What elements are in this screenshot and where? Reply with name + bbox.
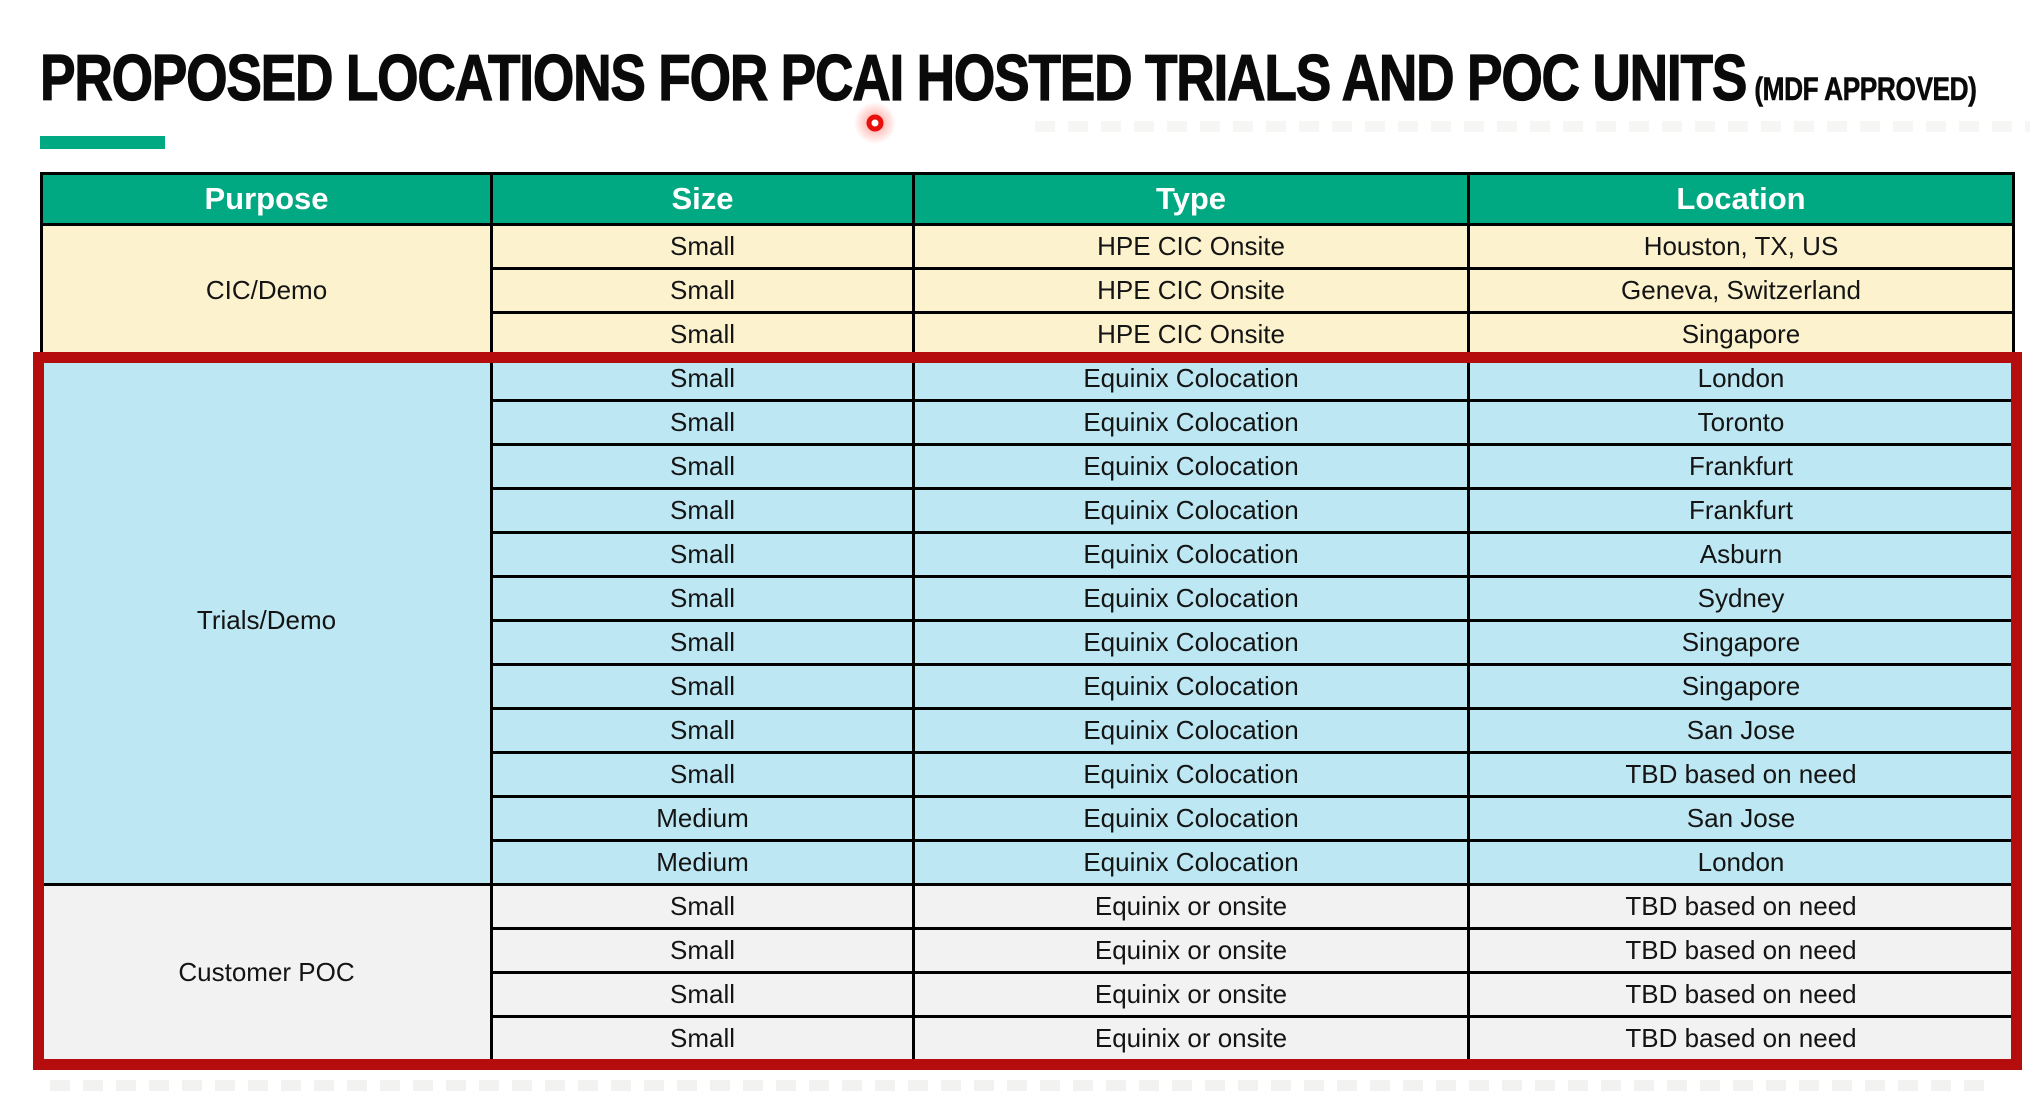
page-title: PROPOSED LOCATIONS FOR PCAI HOSTED TRIAL…: [40, 40, 1978, 115]
cell-size: Small: [490, 575, 915, 622]
section-trials-demo: Trials/Demo Small Equinix Colocation Lon…: [40, 355, 2015, 886]
cell-size: Medium: [490, 795, 915, 842]
cell-size: Small: [490, 883, 915, 930]
cell-location: London: [1467, 355, 2015, 402]
cell-location: TBD based on need: [1467, 883, 2015, 930]
cell-type: HPE CIC Onsite: [912, 267, 1470, 314]
cell-type: Equinix Colocation: [912, 443, 1470, 490]
table-row: Small Equinix or onsite TBD based on nee…: [42, 927, 2015, 974]
cell-type: Equinix Colocation: [912, 751, 1470, 798]
cell-size: Small: [490, 663, 915, 710]
table-row: Small Equinix Colocation TBD based on ne…: [42, 751, 2015, 798]
cell-location: Singapore: [1467, 311, 2015, 358]
cell-size: Small: [490, 223, 915, 270]
cell-size: Small: [490, 927, 915, 974]
cell-size: Small: [490, 399, 915, 446]
cell-type: Equinix Colocation: [912, 663, 1470, 710]
cell-type: Equinix or onsite: [912, 927, 1470, 974]
cell-type: Equinix or onsite: [912, 883, 1470, 930]
cell-type: Equinix Colocation: [912, 575, 1470, 622]
cell-type: Equinix Colocation: [912, 619, 1470, 666]
table-row: Small Equinix Colocation Singapore: [42, 619, 2015, 666]
locations-table: Purpose Size Type Location CIC/Demo Smal…: [40, 172, 2015, 1062]
table-row: Small Equinix or onsite TBD based on nee…: [42, 1015, 2015, 1062]
table-row: Medium Equinix Colocation San Jose: [42, 795, 2015, 842]
cell-type: Equinix Colocation: [912, 355, 1470, 402]
table-row: CIC/Demo Small HPE CIC Onsite Houston, T…: [40, 223, 2015, 358]
header-size: Size: [490, 172, 915, 226]
cell-location: TBD based on need: [1467, 927, 2015, 974]
cell-location: Houston, TX, US: [1467, 223, 2015, 270]
cell-location: London: [1467, 839, 2015, 886]
section-cic-demo: CIC/Demo Small HPE CIC Onsite Houston, T…: [40, 223, 2015, 358]
page-title-suffix: (MDF APPROVED): [1754, 71, 1977, 108]
cell-type: Equinix or onsite: [912, 1015, 1470, 1062]
header-location: Location: [1467, 172, 2015, 226]
purpose-cell: CIC/Demo: [40, 223, 493, 358]
cell-size: Small: [490, 619, 915, 666]
cell-location: Toronto: [1467, 399, 2015, 446]
cell-size: Small: [490, 531, 915, 578]
cell-size: Small: [490, 311, 915, 358]
cell-location: Frankfurt: [1467, 443, 2015, 490]
table-row: Small Equinix Colocation Asburn: [42, 531, 2015, 578]
cell-size: Small: [490, 971, 915, 1018]
cell-type: Equinix or onsite: [912, 971, 1470, 1018]
cell-location: Sydney: [1467, 575, 2015, 622]
title-accent-bar: [40, 136, 165, 149]
section-customer-poc: Customer POC Small Equinix or onsite TBD…: [40, 883, 2015, 1062]
cell-location: Singapore: [1467, 663, 2015, 710]
cell-size: Small: [490, 707, 915, 754]
cell-size: Small: [490, 355, 915, 402]
cell-size: Medium: [490, 839, 915, 886]
table-row: Small Equinix Colocation Frankfurt: [42, 443, 2015, 490]
cell-type: HPE CIC Onsite: [912, 223, 1470, 270]
table-row: Customer POC Small Equinix or onsite TBD…: [40, 883, 2015, 1062]
cell-type: Equinix Colocation: [912, 531, 1470, 578]
table-row: Small Equinix Colocation Toronto: [42, 399, 2015, 446]
table-row: Trials/Demo Small Equinix Colocation Lon…: [40, 355, 2015, 886]
page-title-main: PROPOSED LOCATIONS FOR PCAI HOSTED TRIAL…: [40, 40, 1748, 114]
cell-location: TBD based on need: [1467, 971, 2015, 1018]
purpose-cell: Trials/Demo: [40, 355, 493, 886]
cell-type: Equinix Colocation: [912, 707, 1470, 754]
cell-type: Equinix Colocation: [912, 399, 1470, 446]
cell-location: San Jose: [1467, 795, 2015, 842]
cell-size: Small: [490, 443, 915, 490]
cell-location: Singapore: [1467, 619, 2015, 666]
faded-ghost-text-bottom: [50, 1080, 1995, 1091]
cell-size: Small: [490, 751, 915, 798]
header-type: Type: [912, 172, 1470, 226]
cell-location: San Jose: [1467, 707, 2015, 754]
faded-ghost-text-top: [1035, 121, 2030, 132]
table-row: Small Equinix Colocation San Jose: [42, 707, 2015, 754]
purpose-cell: Customer POC: [40, 883, 493, 1062]
cell-type: Equinix Colocation: [912, 795, 1470, 842]
cell-type: Equinix Colocation: [912, 839, 1470, 886]
cell-location: Frankfurt: [1467, 487, 2015, 534]
cell-location: TBD based on need: [1467, 1015, 2015, 1062]
header-row: Purpose Size Type Location: [40, 172, 2015, 226]
locations-table-wrap: Purpose Size Type Location CIC/Demo Smal…: [40, 172, 2015, 1062]
table-row: Medium Equinix Colocation London: [42, 839, 2015, 886]
table-row: Small Equinix or onsite TBD based on nee…: [42, 971, 2015, 1018]
cell-size: Small: [490, 487, 915, 534]
cell-location: Geneva, Switzerland: [1467, 267, 2015, 314]
table-row: Small Equinix Colocation Sydney: [42, 575, 2015, 622]
cell-type: Equinix Colocation: [912, 487, 1470, 534]
cell-location: Asburn: [1467, 531, 2015, 578]
cell-size: Small: [490, 267, 915, 314]
cell-type: HPE CIC Onsite: [912, 311, 1470, 358]
cell-size: Small: [490, 1015, 915, 1062]
table-row: Small HPE CIC Onsite Geneva, Switzerland: [42, 267, 2015, 314]
cell-location: TBD based on need: [1467, 751, 2015, 798]
header-purpose: Purpose: [40, 172, 493, 226]
table-row: Small Equinix Colocation Singapore: [42, 663, 2015, 710]
